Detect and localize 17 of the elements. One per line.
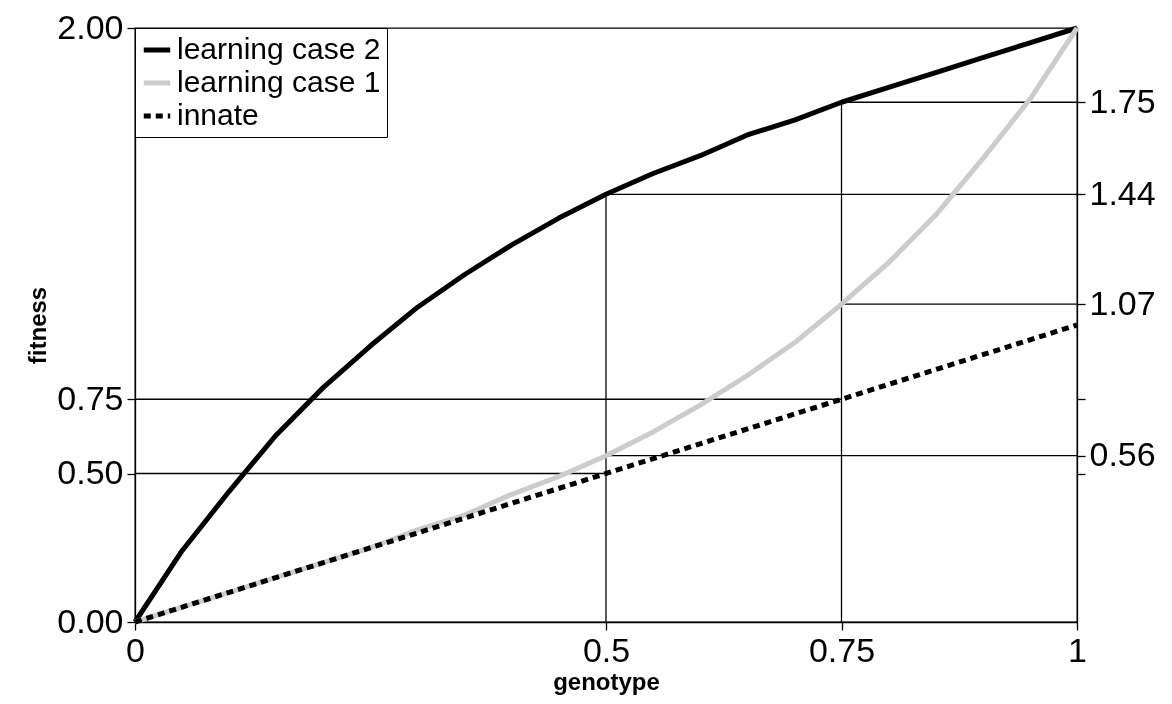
y2-tick-label: 1.75 [1089,81,1156,120]
y2-tick-label: 1.44 [1089,173,1156,212]
x-tick-label: 0.5 [582,630,631,669]
y-axis-title: fitness [24,286,52,365]
y-tick-label: 0.75 [57,378,124,417]
legend-label: innate [177,98,259,131]
y-tick-label: 0.00 [57,601,124,640]
y2-tick-label: 1.07 [1089,283,1156,322]
legend-label: learning case 1 [177,65,381,98]
x-tick-label: 0 [126,630,145,669]
y-tick-label: 2.00 [57,7,124,46]
legend-label: learning case 2 [177,32,381,65]
y-tick-label: 0.50 [57,453,124,491]
x-axis-title: genotype [553,667,660,695]
x-tick-label: 1 [1068,630,1087,669]
y2-tick-label: 0.56 [1089,435,1156,474]
x-tick-label: 0.75 [808,630,876,669]
